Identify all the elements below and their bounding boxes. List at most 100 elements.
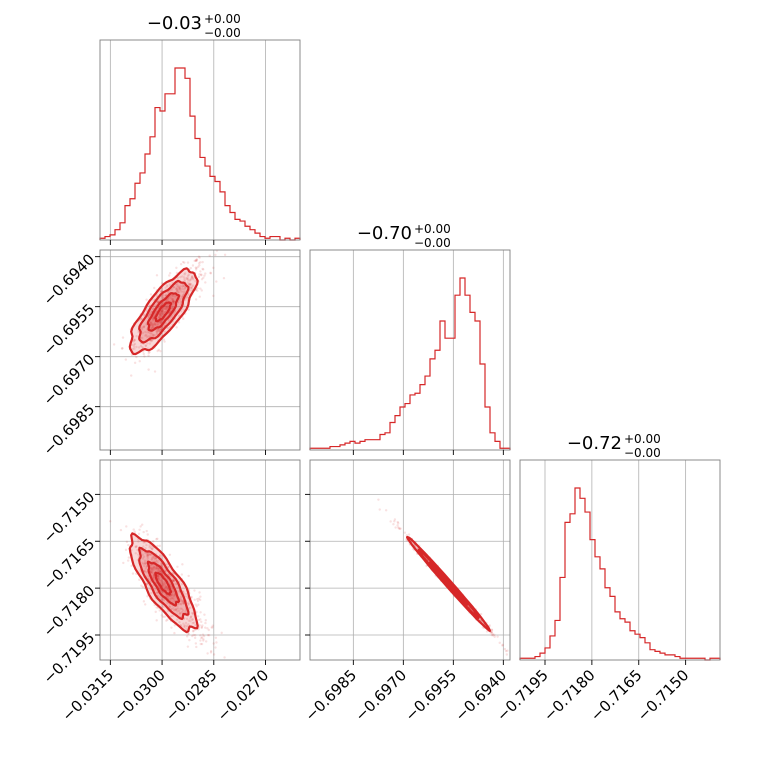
sample-point <box>124 548 128 552</box>
sample-point <box>155 274 159 277</box>
sample-point <box>163 340 166 343</box>
sample-point <box>504 649 508 653</box>
sample-point <box>396 524 399 527</box>
title-minus-error: −0.00 <box>204 26 241 40</box>
sample-point <box>153 323 156 327</box>
sample-point <box>155 537 158 541</box>
sample-point <box>130 564 133 568</box>
title-value: −0.72 <box>567 433 622 454</box>
sample-point <box>198 624 201 627</box>
sample-point <box>183 278 186 281</box>
sample-point <box>172 300 176 303</box>
sample-point <box>150 570 153 574</box>
scatter-content <box>377 498 509 656</box>
sample-point <box>201 633 205 636</box>
sample-point <box>179 596 183 599</box>
sample-point <box>171 593 174 597</box>
sample-point <box>162 599 165 602</box>
sample-point <box>180 295 183 299</box>
sample-point <box>169 594 173 598</box>
sample-point <box>193 598 196 602</box>
sample-point <box>172 300 175 303</box>
sample-point <box>139 318 143 321</box>
sample-point <box>186 278 190 281</box>
sample-point <box>199 261 202 264</box>
sample-point <box>150 340 153 343</box>
contour-line-3 <box>146 292 181 332</box>
sample-point <box>190 275 194 278</box>
sample-point <box>127 543 130 547</box>
sample-point <box>159 315 163 318</box>
sample-point <box>194 259 197 262</box>
sample-point <box>180 573 184 576</box>
sample-point <box>176 586 179 589</box>
contour-line-2 <box>138 279 190 344</box>
sample-point <box>152 565 156 569</box>
sample-point <box>191 621 194 625</box>
sample-point <box>121 336 125 339</box>
sample-point <box>191 264 195 267</box>
sample-point <box>177 290 181 294</box>
sample-point <box>142 314 146 317</box>
sample-point <box>179 624 183 627</box>
sample-point <box>172 579 175 582</box>
sample-point <box>176 288 179 291</box>
sample-point <box>158 313 162 317</box>
sample-point <box>160 309 163 312</box>
sample-point <box>493 635 496 638</box>
sample-point <box>194 634 197 637</box>
sample-point <box>193 259 196 263</box>
sample-point <box>199 634 202 637</box>
sample-point <box>165 305 168 309</box>
sample-point <box>122 561 125 565</box>
sample-point <box>165 305 169 308</box>
sample-point <box>204 640 208 643</box>
sample-point <box>135 355 138 359</box>
y-tick-label: −0.7150 <box>40 488 99 547</box>
sample-point <box>147 368 150 371</box>
sample-point <box>154 323 158 326</box>
sample-point <box>184 298 187 301</box>
sample-point <box>202 276 205 279</box>
sample-point <box>182 602 185 605</box>
sample-point <box>144 344 148 347</box>
sample-point <box>155 591 158 594</box>
sample-point <box>145 335 149 339</box>
sample-point <box>150 548 154 551</box>
sample-point <box>160 310 163 313</box>
sample-point <box>194 603 197 606</box>
panel-frame <box>99 249 301 451</box>
sample-point <box>180 607 183 611</box>
title-value: −0.03 <box>147 13 202 34</box>
sample-point <box>186 276 189 279</box>
sample-point <box>138 578 141 581</box>
sample-point <box>185 627 188 631</box>
sample-point <box>223 661 225 663</box>
sample-point <box>152 576 156 580</box>
sample-point <box>150 332 153 335</box>
sample-point <box>154 588 157 591</box>
sample-point <box>163 584 166 587</box>
sample-point <box>154 557 158 560</box>
sample-point <box>159 312 162 316</box>
sample-point <box>176 565 179 568</box>
sample-point <box>158 313 161 316</box>
sample-point <box>175 266 178 270</box>
sample-point <box>184 592 188 596</box>
sample-point <box>157 569 160 573</box>
sample-point <box>154 557 158 560</box>
sample-point <box>146 331 149 334</box>
sample-point <box>143 313 146 316</box>
sample-point <box>501 643 504 647</box>
sample-point <box>157 575 161 578</box>
sample-point <box>208 254 211 257</box>
sample-point <box>166 595 169 599</box>
sample-point <box>167 565 170 569</box>
sample-point <box>198 598 202 602</box>
sample-point <box>149 312 152 315</box>
sample-point <box>172 286 175 289</box>
sample-point <box>157 567 160 571</box>
sample-point <box>187 293 190 297</box>
sample-point <box>149 293 153 296</box>
sample-point <box>158 544 161 548</box>
